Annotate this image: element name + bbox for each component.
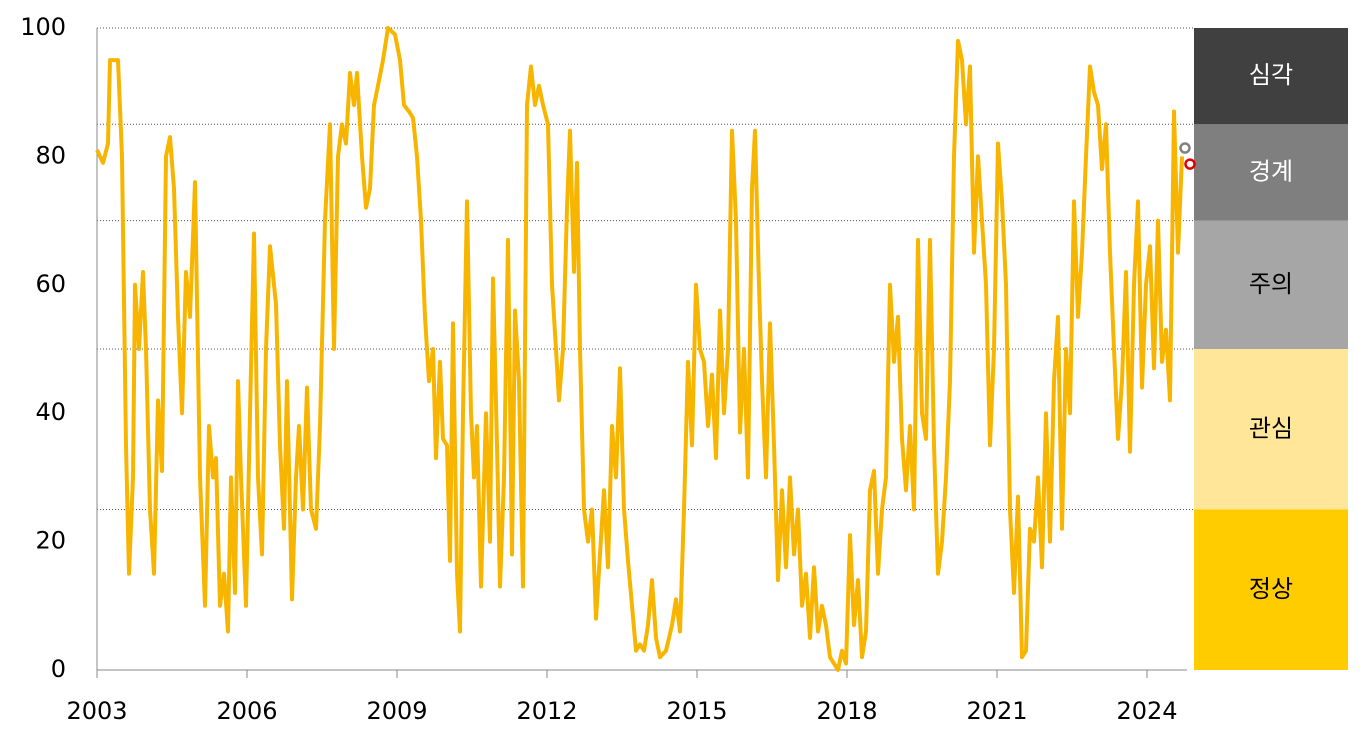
zone-band [1194,509,1348,670]
zone-label: 심각 [1249,61,1293,89]
zone-band [1194,349,1348,510]
x-tick-label: 2003 [66,697,127,725]
x-tick-label: 2018 [816,697,877,725]
data-line [95,26,1184,672]
x-tick-label: 2009 [366,697,427,725]
x-tick-label: 2021 [966,697,1027,725]
y-tick-label: 0 [51,655,66,683]
y-tick-label: 100 [20,13,66,41]
y-tick-label: 60 [35,270,66,298]
zone-label: 주의 [1249,270,1293,298]
zone-band [1194,220,1348,349]
y-tick-label: 20 [35,527,66,555]
zone-label: 관심 [1249,414,1293,442]
x-tick-label: 2024 [1116,697,1177,725]
x-tick-label: 2006 [216,697,277,725]
zone-label: 경계 [1249,157,1293,185]
zone-label: 정상 [1249,575,1293,603]
y-tick-label: 80 [35,141,66,169]
y-tick-label: 40 [35,398,66,426]
zone-band [1194,28,1348,125]
end-marker [1184,158,1196,170]
x-tick-label: 2015 [666,697,727,725]
zone-band [1194,124,1348,221]
x-tick-label: 2012 [516,697,577,725]
end-marker [1179,142,1191,154]
